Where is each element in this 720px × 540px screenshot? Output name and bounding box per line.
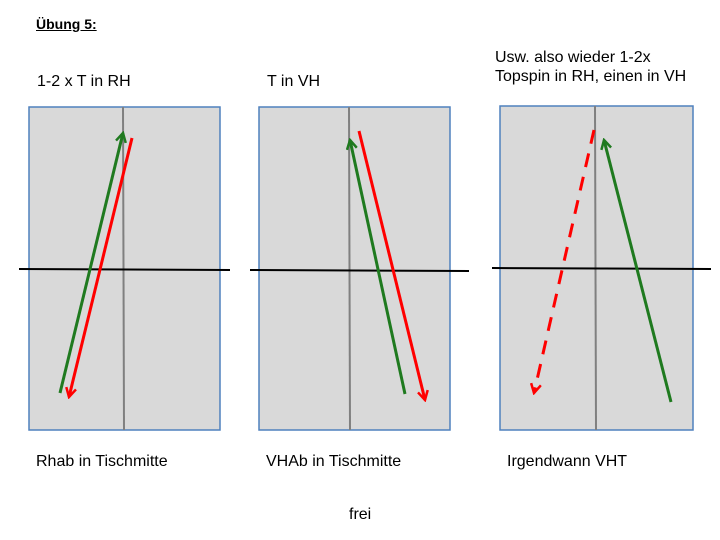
panel-1-footer: Rhab in Tischmitte	[36, 453, 168, 470]
green-arrow	[604, 140, 673, 403]
panel-3-header: Usw. also wieder 1-2x Topspin in RH, ein…	[495, 48, 686, 86]
center-line	[348, 106, 351, 431]
panel-2-footer: VHAb in Tischmitte	[266, 453, 402, 470]
bottom-label: frei	[349, 506, 372, 523]
green-arrow	[58, 133, 123, 394]
panel-3-header-line-1: Usw. also wieder 1-2x	[495, 49, 651, 66]
net-line	[18, 268, 231, 271]
red-arrow	[357, 130, 425, 400]
table-panel-3	[491, 105, 712, 431]
net-line	[249, 269, 470, 272]
panel-3-header-line-2: Topspin in RH, einen in VH	[495, 68, 687, 85]
panel-1-header: 1-2 x T in RH	[37, 73, 131, 90]
table-panel-2	[249, 106, 470, 431]
panel-3-footer: Irgendwann VHT	[507, 453, 628, 470]
red-dashed-arrow	[534, 129, 596, 393]
red-arrow	[69, 137, 134, 397]
net-line	[491, 267, 712, 270]
green-arrow	[350, 140, 407, 395]
table-panel-1	[18, 106, 231, 431]
exercise-title: Übung 5:	[36, 16, 97, 32]
panel-2-header: T in VH	[267, 73, 321, 90]
